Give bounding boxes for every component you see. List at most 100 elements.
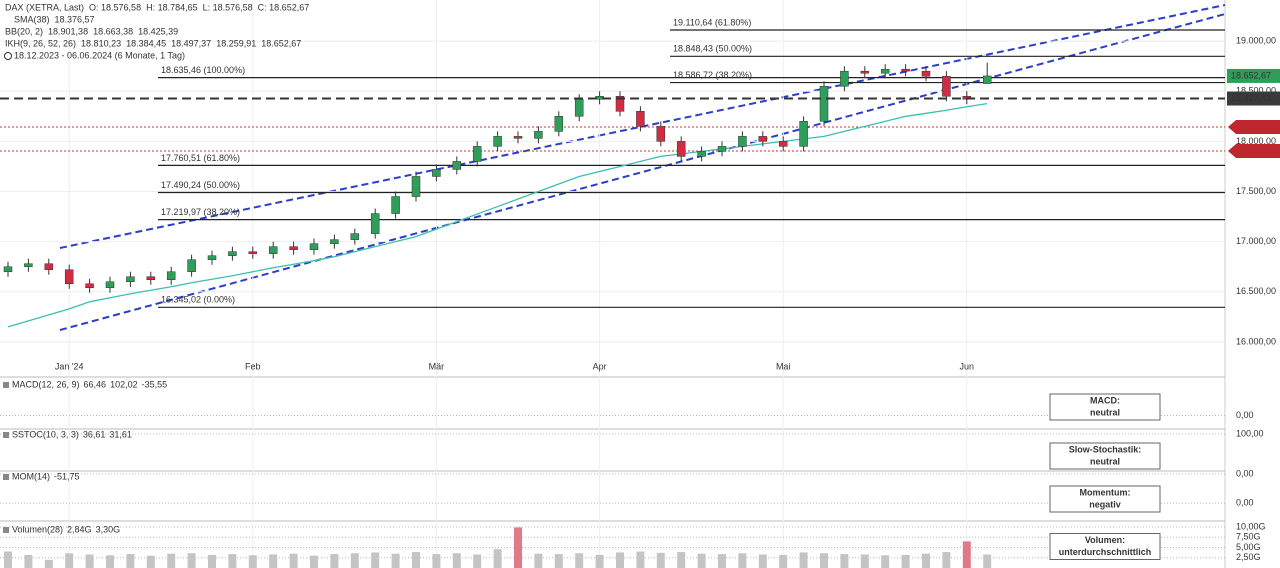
volume-bar xyxy=(65,553,74,568)
y-tick-label: 19.000,00 xyxy=(1236,35,1276,45)
status-box xyxy=(1049,533,1161,560)
volume-bar xyxy=(758,554,767,568)
volume-bar xyxy=(554,554,563,568)
fib-label: 17.760,51 (61.80%) xyxy=(161,153,240,163)
volume-bar xyxy=(881,555,890,568)
candle-body xyxy=(85,283,94,289)
candle-body xyxy=(636,111,645,127)
header-text: DAX (XETRA, Last) xyxy=(5,2,84,12)
candle-body xyxy=(493,136,502,147)
panel-legend: -51,75 xyxy=(54,471,80,481)
candle-body xyxy=(656,126,666,142)
candle-body xyxy=(44,263,54,270)
volume-bar xyxy=(146,555,155,568)
candle-body xyxy=(799,121,808,147)
candle-body xyxy=(472,146,482,162)
volume-bar xyxy=(534,553,543,568)
clock-icon xyxy=(4,52,12,60)
candle-body xyxy=(513,136,523,139)
fib-label: 17.490,24 (50.00%) xyxy=(161,180,240,190)
header-text: 18.497,37 xyxy=(171,38,211,48)
legend-name: SMA(38) xyxy=(14,14,50,24)
panel-legend: 31,61 xyxy=(109,429,132,439)
volume-bar xyxy=(452,553,461,568)
volume-bar xyxy=(310,555,318,568)
header-text: IKH(9, 26, 52, 26) xyxy=(5,38,76,48)
fib-label: 18.586,72 (38.20%) xyxy=(673,70,752,80)
candle-body xyxy=(268,246,278,254)
panel-legend: 102,02 xyxy=(110,379,138,389)
candle-body xyxy=(248,251,258,254)
status-text: negativ xyxy=(1089,499,1121,509)
volume-bar xyxy=(85,554,94,568)
y-tick-label: 16.000,00 xyxy=(1236,336,1276,346)
x-tick-label: Jun xyxy=(960,361,975,371)
volume-bar xyxy=(269,554,278,568)
candle-body xyxy=(105,281,115,289)
panel-legend: 3,30G xyxy=(96,524,121,534)
legend-icon xyxy=(3,382,9,388)
candle-body xyxy=(228,251,237,256)
candle-body xyxy=(64,269,74,285)
y-tick-label: 17.000,00 xyxy=(1236,236,1276,246)
panel-legend: 2,84G xyxy=(67,524,92,534)
sma-line xyxy=(7,102,988,328)
status-text: Volumen: xyxy=(1085,535,1125,545)
volume-bar xyxy=(187,553,196,568)
volume-bar xyxy=(779,554,788,568)
fib-label: 16.345,02 (0.00%) xyxy=(161,295,235,305)
candle-body xyxy=(697,151,706,157)
volume-bar xyxy=(983,554,992,568)
x-tick-label: Jan '24 xyxy=(55,361,84,371)
candle-body xyxy=(942,75,951,97)
fib-label: 17.219,97 (38.20%) xyxy=(161,207,240,217)
candle-body xyxy=(370,213,380,234)
panel-legend: Volumen(28) xyxy=(12,524,63,534)
volume-bar xyxy=(126,554,135,568)
volume-bar xyxy=(860,554,869,568)
candle-body xyxy=(860,70,870,74)
status-text: neutral xyxy=(1090,407,1120,417)
candle-body xyxy=(717,146,727,152)
panel-tick-label: 7,50G xyxy=(1236,532,1261,542)
candle-body xyxy=(207,255,217,260)
volume-bar xyxy=(840,554,849,568)
x-tick-label: Feb xyxy=(245,361,261,371)
volume-bar xyxy=(677,552,686,568)
header-text: 18.12.2023 - 06.06.2024 (6 Monate, 1 Tag… xyxy=(14,50,185,60)
volume-bar xyxy=(371,552,380,568)
volume-bar xyxy=(656,552,665,568)
y-tick-label: 18.500,00 xyxy=(1236,86,1276,96)
y-tick-label: 18.000,00 xyxy=(1236,136,1276,146)
candle-body xyxy=(3,266,13,272)
volume-bar xyxy=(595,554,604,568)
volume-bar xyxy=(962,541,971,568)
panel-legend: 36,61 xyxy=(83,429,106,439)
volume-bar xyxy=(922,553,930,568)
panel-tick-label: 0,00 xyxy=(1236,468,1254,478)
candle-body xyxy=(166,271,176,280)
volume-bar xyxy=(4,551,12,568)
volume-bar xyxy=(636,551,645,568)
volume-bar xyxy=(248,555,257,568)
panel-legend: SSTOC(10, 3, 3) xyxy=(12,429,79,439)
volume-bar xyxy=(575,553,584,568)
candle-body xyxy=(146,276,156,280)
panel-tick-label: 10,00G xyxy=(1236,521,1266,531)
panel-legend: -35,55 xyxy=(142,379,168,389)
panel-legend: MOM(14) xyxy=(12,471,50,481)
legend-icon xyxy=(3,432,9,438)
candle-body xyxy=(615,96,625,112)
volume-bar xyxy=(289,553,298,568)
volume-bar xyxy=(167,553,176,568)
fib-label: 18.848,43 (50.00%) xyxy=(673,44,752,54)
status-text: MACD: xyxy=(1090,395,1120,405)
header-text: H: 18.784,65 xyxy=(146,2,198,12)
candle-body xyxy=(676,141,686,157)
volume-bar xyxy=(616,552,624,568)
red-level-tag xyxy=(1228,144,1280,159)
fib-label: 19.110,64 (61.80%) xyxy=(673,17,751,27)
candle-body xyxy=(819,85,829,122)
